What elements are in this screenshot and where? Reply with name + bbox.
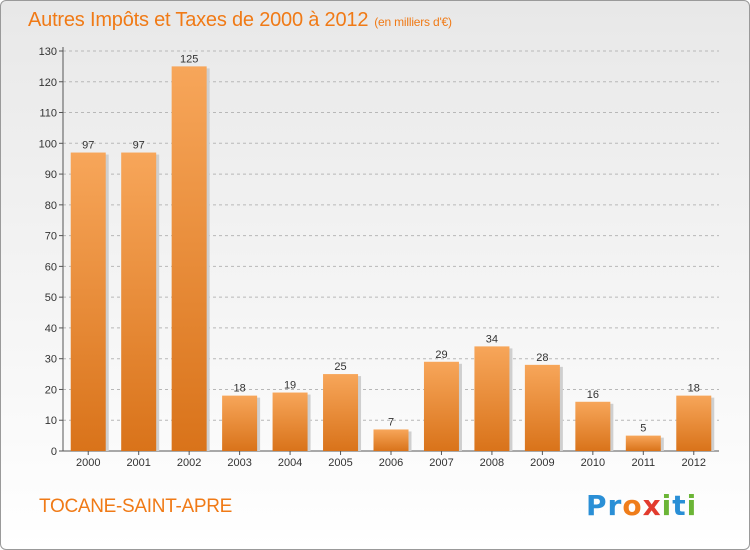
- bar-2012: [676, 395, 712, 451]
- bar-2003: [222, 395, 258, 451]
- proxiti-logo: Proxiti: [586, 489, 697, 522]
- bar-value-label: 7: [388, 416, 394, 428]
- y-tick-label: 100: [39, 138, 57, 150]
- bar-value-label: 18: [233, 383, 245, 395]
- y-tick-label: 60: [45, 261, 57, 273]
- bar-value-label: 19: [284, 380, 296, 392]
- bar-2009: [524, 364, 560, 451]
- y-tick-label: 10: [45, 415, 57, 427]
- x-tick-label: 2004: [278, 457, 302, 469]
- bar-2002: [171, 66, 207, 451]
- bar-2000: [70, 152, 106, 452]
- bar-2011: [625, 435, 661, 451]
- bar-value-label: 25: [334, 361, 346, 373]
- y-tick-label: 90: [45, 169, 57, 181]
- bar-2007: [423, 361, 459, 451]
- bar-value-label: 16: [587, 389, 599, 401]
- y-tick-label: 30: [45, 354, 57, 366]
- y-tick-label: 70: [45, 231, 57, 243]
- bar-value-label: 18: [688, 383, 700, 395]
- logo-letter: P: [586, 489, 608, 522]
- bar-2004: [272, 392, 308, 451]
- y-tick-label: 120: [39, 77, 57, 89]
- logo-letter: r: [607, 489, 623, 522]
- grid-lines: [63, 50, 719, 421]
- bar-2005: [323, 374, 359, 451]
- chart-title-text: Autres Impôts et Taxes de 2000 à 2012: [28, 9, 369, 31]
- bar-2010: [575, 401, 611, 451]
- bar-value-label: 125: [180, 53, 198, 65]
- y-tick-label: 50: [45, 292, 57, 304]
- bar-value-label: 5: [640, 423, 646, 435]
- logo-letter: i: [686, 489, 698, 522]
- logo-letter: t: [672, 489, 687, 522]
- bar-value-label: 34: [486, 333, 498, 345]
- x-tick-label: 2000: [76, 457, 100, 469]
- x-tick-label: 2006: [379, 457, 403, 469]
- chart-title: Autres Impôts et Taxes de 2000 à 2012 (en…: [28, 9, 452, 32]
- x-tick-label: 2011: [631, 457, 655, 469]
- x-tick-label: 2009: [530, 457, 554, 469]
- y-tick-label: 80: [45, 200, 57, 212]
- commune-name: TOCANE-SAINT-APRE: [39, 496, 233, 517]
- x-tick-label: 2008: [480, 457, 504, 469]
- y-tick-label: 0: [51, 446, 57, 458]
- bars: [70, 66, 715, 452]
- x-tick-label: 2005: [328, 457, 352, 469]
- x-tick-label: 2002: [177, 457, 201, 469]
- x-tick-label: 2001: [126, 457, 150, 469]
- logo-letter: o: [622, 489, 643, 522]
- bar-2006: [373, 429, 409, 451]
- y-tick-label: 20: [45, 384, 57, 396]
- bar-2001: [121, 152, 157, 452]
- y-tick-label: 40: [45, 323, 57, 335]
- x-tick-label: 2012: [682, 457, 706, 469]
- y-tick-label: 110: [39, 108, 57, 120]
- bar-2008: [474, 346, 510, 451]
- bar-value-label: 28: [536, 352, 548, 364]
- bar-value-label: 97: [82, 140, 94, 152]
- x-tick-label: 2010: [581, 457, 605, 469]
- bar-value-label: 29: [435, 349, 447, 361]
- bar-value-label: 97: [133, 140, 145, 152]
- logo-letter: x: [642, 489, 662, 522]
- logo-letter: i: [661, 489, 673, 522]
- x-tick-label: 2007: [429, 457, 453, 469]
- y-tick-label: 130: [39, 46, 57, 58]
- x-tick-label: 2003: [227, 457, 251, 469]
- bar-value-labels: 97 97 125 18 19 25 7 29 34 28 16 5 18: [82, 53, 700, 434]
- chart-subtitle: (en milliers d'€): [374, 15, 452, 29]
